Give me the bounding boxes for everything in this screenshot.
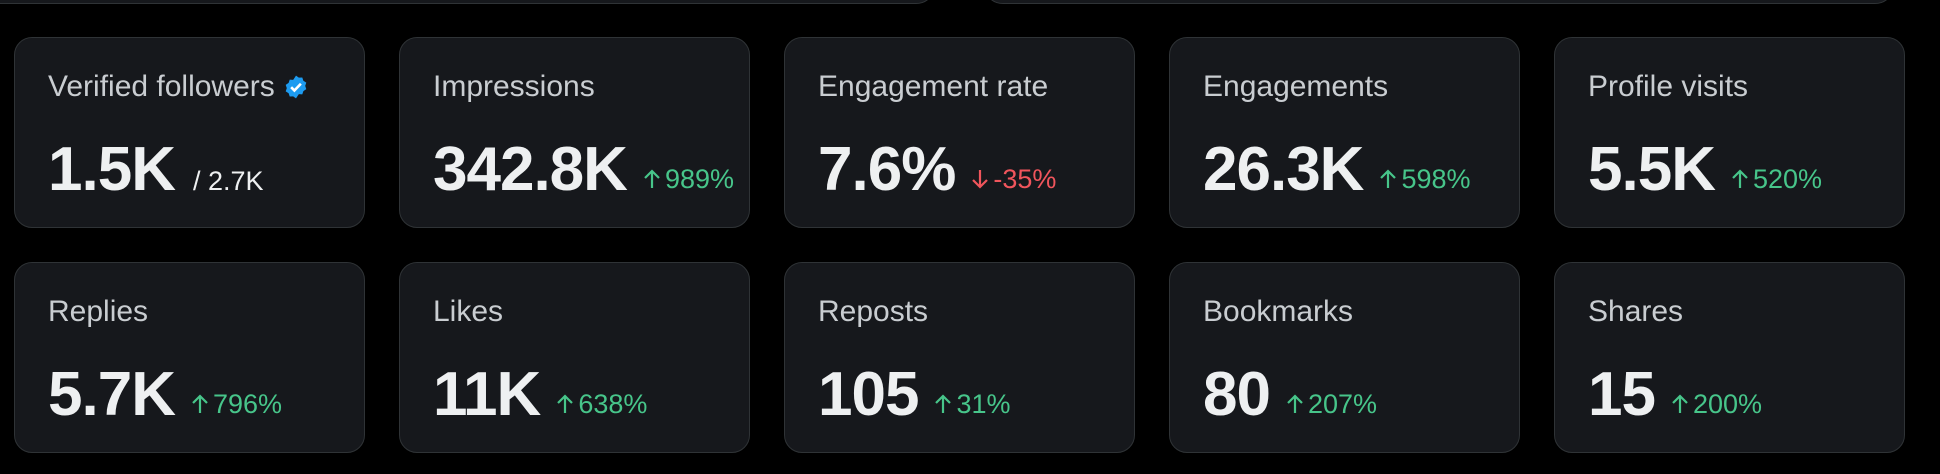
- stat-row: 1.5K / 2.7K: [48, 134, 264, 205]
- stat-row: 80 207%: [1203, 359, 1377, 430]
- stat-label: Profile visits: [1588, 70, 1749, 103]
- stat-label: Engagements: [1203, 70, 1389, 103]
- stat-row: 11K 638%: [433, 359, 647, 430]
- stat-label-row: Likes: [433, 295, 503, 329]
- stat-label-row: Shares: [1588, 295, 1683, 329]
- trend-arrow: [1732, 169, 1748, 188]
- stat-change: 31%: [934, 388, 1011, 420]
- stat-row: 342.8K 989%: [433, 134, 734, 205]
- trend-arrow: [1380, 169, 1397, 188]
- stat-value: 5.5K: [1588, 135, 1716, 204]
- stat-label-row: Engagement rate: [818, 70, 1048, 104]
- stat-card: Reposts 105 31%: [784, 262, 1135, 453]
- trend-arrow: [192, 394, 208, 413]
- stat-value: 15: [1588, 360, 1656, 429]
- stat-value: 7.6%: [818, 135, 956, 204]
- stat-label: Shares: [1588, 295, 1684, 328]
- top-card: [0, 0, 936, 4]
- stat-card: Engagement rate 7.6% -35%: [784, 37, 1135, 228]
- stat-change: 796%: [191, 389, 282, 420]
- stat-change: 520%: [1731, 164, 1822, 195]
- change-text: 207%: [1307, 388, 1378, 419]
- stat-value: 342.8K: [433, 135, 628, 204]
- stat-change: -35%: [971, 164, 1056, 195]
- stat-change: 598%: [1379, 163, 1471, 195]
- stat-card: Profile visits 5.5K 520%: [1554, 37, 1905, 228]
- stat-value: 11K: [433, 360, 541, 429]
- change-text: 989%: [664, 163, 734, 194]
- change-text: 598%: [1401, 163, 1471, 194]
- top-card: [983, 0, 1895, 4]
- stat-label: Likes: [433, 295, 504, 328]
- stat-label: Verified followers: [48, 70, 275, 103]
- change-text: 31%: [956, 388, 1011, 419]
- stat-label-row: Bookmarks: [1203, 295, 1353, 329]
- stat-value: 105: [818, 360, 919, 429]
- stat-row: 105 31%: [818, 359, 1011, 430]
- stat-change: 207%: [1286, 389, 1377, 420]
- stat-label-row: Impressions: [433, 70, 595, 104]
- stat-label: Engagement rate: [818, 70, 1049, 103]
- stat-label-row: Verified followers: [48, 70, 309, 104]
- stat-change: 200%: [1671, 389, 1762, 420]
- verified-badge: [285, 75, 307, 99]
- change-text: 638%: [578, 388, 648, 419]
- stat-label-row: Profile visits: [1588, 70, 1748, 104]
- change-text: 520%: [1752, 163, 1823, 194]
- trend-arrow: [557, 394, 574, 413]
- stat-card: Shares 15 200%: [1554, 262, 1905, 453]
- stat-label: Bookmarks: [1203, 295, 1354, 328]
- stat-card: Verified followers 1.5K / 2.7K: [14, 37, 365, 228]
- stat-label-row: Replies: [48, 295, 148, 329]
- trend-arrow: [1672, 394, 1688, 413]
- stat-label: Replies: [48, 295, 149, 328]
- stat-row: 15 200%: [1588, 359, 1762, 430]
- trend-arrow: [935, 394, 952, 413]
- stat-value: 80: [1203, 360, 1271, 429]
- stat-value: 1.5K: [48, 135, 176, 204]
- stat-card: Engagements 26.3K 598%: [1169, 37, 1520, 228]
- trend-arrow: [972, 170, 989, 189]
- trend-arrow: [1287, 394, 1303, 413]
- stat-card: Impressions 342.8K 989%: [399, 37, 750, 228]
- stat-label: Impressions: [433, 70, 595, 103]
- stat-row: 5.7K 796%: [48, 359, 282, 430]
- stat-card: Likes 11K 638%: [399, 262, 750, 453]
- stat-value: 26.3K: [1203, 135, 1364, 204]
- stat-change: 638%: [556, 389, 647, 420]
- stat-label-row: Engagements: [1203, 70, 1388, 104]
- stat-total: / 2.7K: [192, 166, 264, 196]
- stat-label-row: Reposts: [818, 295, 928, 329]
- change-text: -35%: [993, 163, 1057, 194]
- stat-card: Bookmarks 80 207%: [1169, 262, 1520, 453]
- stat-value: 5.7K: [48, 360, 176, 429]
- trend-arrow: [644, 169, 660, 188]
- stat-row: 5.5K 520%: [1588, 134, 1822, 205]
- stat-change: 989%: [643, 164, 734, 195]
- stat-row: 26.3K 598%: [1203, 134, 1471, 205]
- stat-row: 7.6% -35%: [818, 134, 1056, 205]
- stat-card: Replies 5.7K 796%: [14, 262, 365, 453]
- stat-label: Reposts: [818, 295, 929, 328]
- change-text: 200%: [1692, 388, 1763, 419]
- change-text: 796%: [212, 388, 283, 419]
